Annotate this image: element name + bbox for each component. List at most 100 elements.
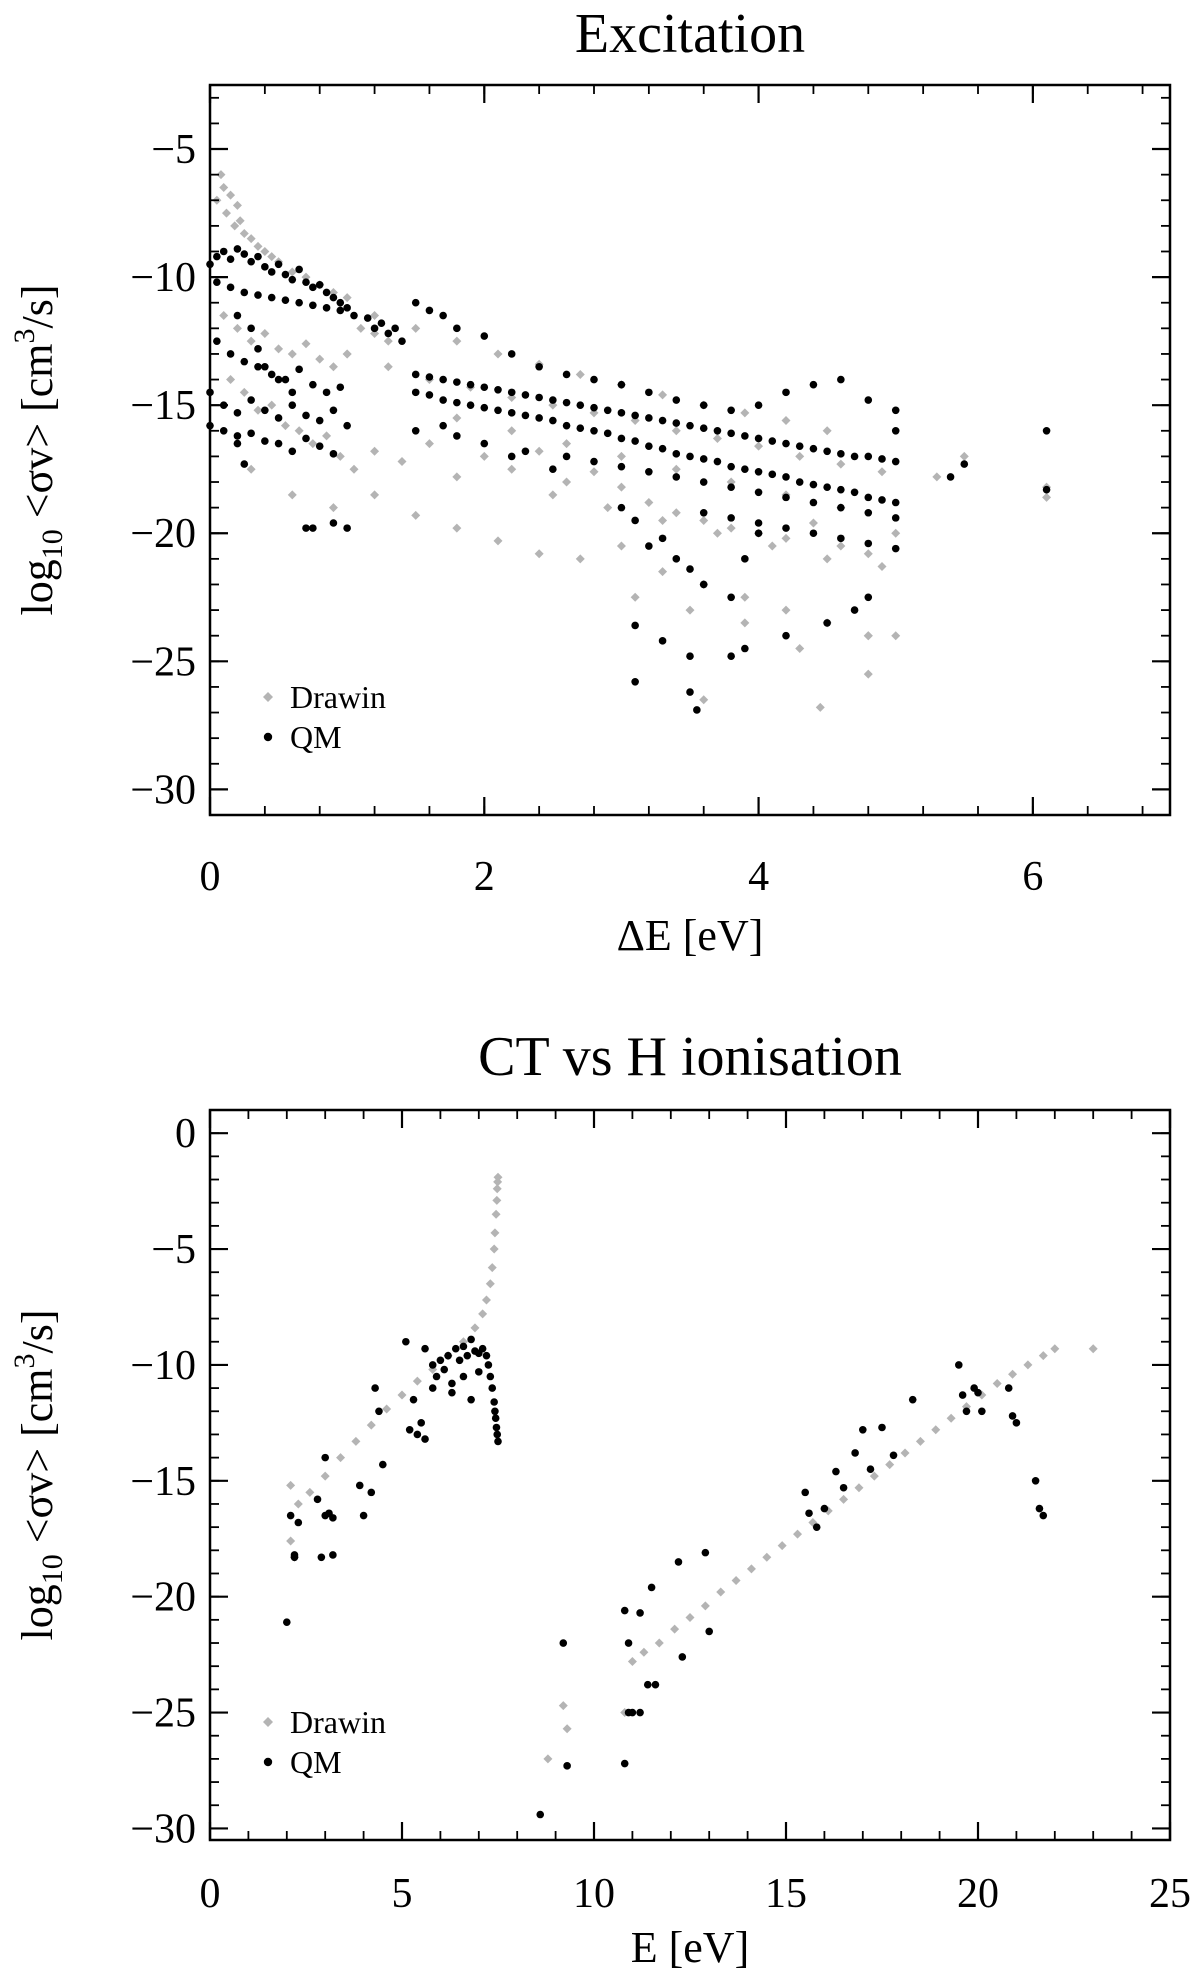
data-point <box>494 1437 502 1446</box>
data-point <box>754 434 763 443</box>
data-point <box>558 1701 568 1711</box>
data-point <box>425 306 434 315</box>
x-tick-label: 6 <box>1022 854 1043 900</box>
data-point <box>261 406 269 415</box>
data-point <box>409 1395 418 1404</box>
data-point <box>335 451 345 461</box>
data-point <box>507 409 516 417</box>
data-point <box>247 429 255 438</box>
data-point <box>350 311 358 320</box>
data-point <box>837 503 845 512</box>
data-point <box>754 488 763 497</box>
data-point <box>781 605 791 615</box>
data-point <box>417 1419 426 1427</box>
data-point <box>302 278 310 287</box>
data-point <box>294 426 304 436</box>
data-point <box>411 323 421 333</box>
data-point <box>836 541 846 551</box>
x-tick-label: 4 <box>748 854 769 900</box>
data-point <box>370 311 380 321</box>
data-point <box>741 432 749 440</box>
legend-label: QM <box>290 719 342 755</box>
data-point <box>286 1511 295 1520</box>
data-point <box>216 170 226 180</box>
data-point <box>448 1388 456 1397</box>
data-point <box>466 380 475 389</box>
data-point <box>672 396 681 404</box>
data-point <box>425 391 434 399</box>
data-point <box>700 1601 710 1611</box>
data-point <box>639 1647 649 1657</box>
y-axis-label: log10 <σv> [cm3/s] <box>8 1310 69 1641</box>
series-drawin <box>286 1172 1098 1764</box>
data-point <box>480 383 489 392</box>
data-point <box>891 544 900 553</box>
data-point <box>630 592 640 602</box>
data-point <box>645 542 653 550</box>
data-point <box>478 1344 487 1353</box>
data-point <box>658 567 668 577</box>
data-point <box>402 1337 410 1346</box>
data-point <box>371 1384 379 1392</box>
data-point <box>507 464 517 474</box>
y-tick-label: −5 <box>151 1227 196 1273</box>
data-point <box>453 398 461 407</box>
x-tick-label: 10 <box>573 1871 615 1917</box>
data-point <box>617 503 626 512</box>
data-point <box>866 1465 875 1474</box>
data-point <box>713 426 722 435</box>
data-point <box>295 365 303 374</box>
data-point <box>480 439 489 448</box>
data-point <box>815 702 825 712</box>
data-point <box>411 298 420 307</box>
data-point <box>219 247 228 256</box>
data-point <box>1023 1360 1033 1370</box>
data-point <box>240 250 249 258</box>
x-axis-label: E [eV] <box>631 1923 750 1972</box>
data-point <box>425 373 434 381</box>
legend-marker <box>263 1717 273 1727</box>
data-point <box>411 388 420 397</box>
data-point <box>1004 1384 1013 1392</box>
data-point <box>274 414 283 422</box>
data-point <box>490 1228 500 1238</box>
data-point <box>768 437 777 445</box>
data-point <box>878 1423 886 1432</box>
data-point <box>267 370 276 379</box>
data-point <box>992 1378 1002 1388</box>
data-point <box>891 498 900 507</box>
data-point <box>900 1448 910 1458</box>
data-point <box>534 446 544 456</box>
data-point <box>240 460 249 468</box>
data-point <box>491 1407 499 1416</box>
data-point <box>485 1279 495 1289</box>
data-point <box>740 408 750 418</box>
data-point <box>397 457 407 467</box>
data-point <box>235 216 245 226</box>
data-point <box>699 455 708 463</box>
data-point <box>507 452 516 461</box>
data-point <box>507 426 517 436</box>
data-point <box>481 1295 491 1305</box>
data-point <box>452 413 462 423</box>
data-point <box>493 1430 502 1439</box>
data-point <box>315 442 324 450</box>
data-point <box>493 536 503 546</box>
data-point <box>329 519 338 527</box>
data-point <box>741 465 749 474</box>
y-tick-label: −25 <box>130 639 196 685</box>
data-point <box>837 375 845 384</box>
data-point <box>686 652 694 660</box>
legend: Drawin QM <box>263 1704 386 1780</box>
data-point <box>931 1425 941 1435</box>
data-point <box>754 519 763 527</box>
data-point <box>280 421 290 431</box>
data-point <box>832 1467 840 1476</box>
data-point <box>795 442 804 450</box>
x-tick-label: 15 <box>765 1871 807 1917</box>
data-point <box>267 252 277 262</box>
data-point <box>839 1494 849 1504</box>
data-point <box>562 452 571 461</box>
data-point <box>213 252 221 261</box>
data-point <box>740 618 750 628</box>
